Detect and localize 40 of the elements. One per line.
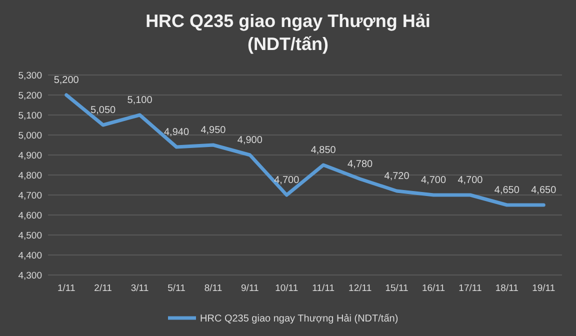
x-tick-label: 11/11 <box>312 283 335 294</box>
data-label: 5,100 <box>127 95 153 106</box>
y-tick-label: 5,000 <box>18 130 42 142</box>
y-tick-label: 5,200 <box>18 90 42 102</box>
y-tick-label: 4,500 <box>18 230 42 242</box>
data-label: 4,650 <box>494 185 520 196</box>
data-label: 4,720 <box>384 171 410 182</box>
x-tick-label: 9/11 <box>241 283 259 294</box>
data-label: 4,940 <box>164 127 190 138</box>
y-tick-label: 4,800 <box>18 170 42 182</box>
legend-label: HRC Q235 giao ngay Thượng Hải (NDT/tấn) <box>200 314 398 324</box>
data-label: 4,700 <box>458 175 484 186</box>
x-tick-label: 10/11 <box>275 283 298 294</box>
x-tick-label: 18/11 <box>495 283 518 294</box>
data-label: 5,050 <box>90 105 116 116</box>
y-tick-label: 4,300 <box>18 270 42 282</box>
x-tick-label: 5/11 <box>168 283 186 294</box>
y-tick-label: 4,700 <box>18 190 42 202</box>
x-tick-label: 17/11 <box>458 283 482 294</box>
data-label: 4,850 <box>310 145 336 156</box>
data-label: 5,200 <box>54 75 80 86</box>
x-tick-label: 3/11 <box>130 283 149 294</box>
x-tick-label: 15/11 <box>385 283 408 294</box>
x-tick-label: 12/11 <box>348 283 372 294</box>
chart-title: HRC Q235 giao ngay Thượng Hải (NDT/tấn) <box>146 11 430 54</box>
y-tick-label: 5,100 <box>18 110 42 122</box>
x-tick-label: 16/11 <box>422 283 446 294</box>
y-tick-label: 4,400 <box>18 250 42 262</box>
data-label: 4,950 <box>200 125 226 136</box>
data-label: 4,900 <box>237 135 263 146</box>
y-tick-label: 5,300 <box>18 70 42 82</box>
x-tick-label: 19/11 <box>532 283 556 294</box>
y-tick-label: 4,900 <box>18 150 42 162</box>
x-tick-label: 1/11 <box>57 283 76 294</box>
data-label: 4,650 <box>531 185 557 196</box>
x-tick-label: 2/11 <box>94 283 112 294</box>
x-tick-label: 8/11 <box>204 283 222 294</box>
data-label: 4,780 <box>348 159 374 170</box>
y-tick-label: 4,600 <box>18 210 42 222</box>
data-label: 4,700 <box>420 175 446 186</box>
